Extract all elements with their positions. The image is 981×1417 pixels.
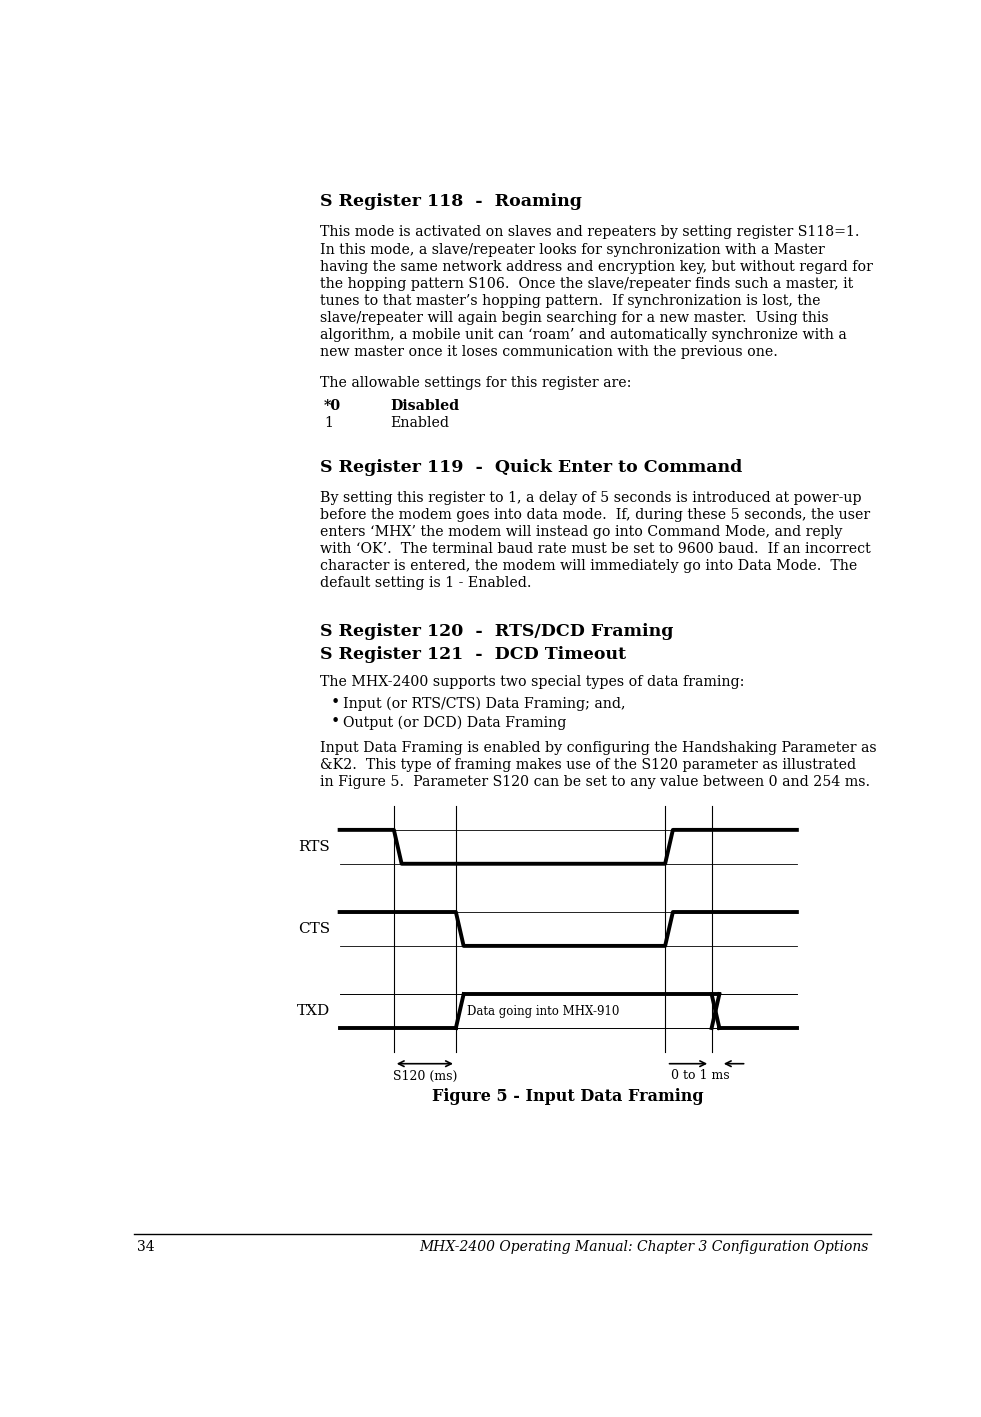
Text: S Register 121  -  DCD Timeout: S Register 121 - DCD Timeout — [320, 646, 627, 663]
Text: S Register 118  -  Roaming: S Register 118 - Roaming — [320, 193, 582, 210]
Text: new master once it loses communication with the previous one.: new master once it loses communication w… — [320, 346, 778, 359]
Text: character is entered, the modem will immediately go into Data Mode.  The: character is entered, the modem will imm… — [320, 560, 857, 574]
Text: The MHX-2400 supports two special types of data framing:: The MHX-2400 supports two special types … — [320, 674, 745, 689]
Text: Enabled: Enabled — [390, 417, 449, 431]
Text: Disabled: Disabled — [390, 400, 459, 414]
Text: MHX-2400 Operating Manual: Chapter 3 Configuration Options: MHX-2400 Operating Manual: Chapter 3 Con… — [420, 1240, 869, 1254]
Text: CTS: CTS — [298, 922, 331, 937]
Text: TXD: TXD — [297, 1005, 331, 1017]
Text: having the same network address and encryption key, but without regard for: having the same network address and encr… — [320, 259, 873, 273]
Text: •: • — [331, 713, 339, 730]
Text: 34: 34 — [136, 1240, 154, 1254]
Text: Data going into MHX-910: Data going into MHX-910 — [468, 1005, 620, 1019]
Text: This mode is activated on slaves and repeaters by setting register S118=1.: This mode is activated on slaves and rep… — [320, 225, 859, 239]
Text: the hopping pattern S106.  Once the slave/repeater finds such a master, it: the hopping pattern S106. Once the slave… — [320, 276, 853, 290]
Text: 0 to 1 ms: 0 to 1 ms — [671, 1068, 730, 1083]
Text: By setting this register to 1, a delay of 5 seconds is introduced at power-up: By setting this register to 1, a delay o… — [320, 490, 862, 504]
Text: algorithm, a mobile unit can ‘roam’ and automatically synchronize with a: algorithm, a mobile unit can ‘roam’ and … — [320, 329, 847, 341]
Text: enters ‘MHX’ the modem will instead go into Command Mode, and reply: enters ‘MHX’ the modem will instead go i… — [320, 526, 843, 538]
Text: default setting is 1 - Enabled.: default setting is 1 - Enabled. — [320, 577, 532, 591]
Text: in Figure 5.  Parameter S120 can be set to any value between 0 and 254 ms.: in Figure 5. Parameter S120 can be set t… — [320, 775, 870, 789]
Text: with ‘OK’.  The terminal baud rate must be set to 9600 baud.  If an incorrect: with ‘OK’. The terminal baud rate must b… — [320, 543, 871, 557]
Text: RTS: RTS — [298, 840, 331, 854]
Text: S Register 119  -  Quick Enter to Command: S Register 119 - Quick Enter to Command — [320, 459, 743, 476]
Text: Input Data Framing is enabled by configuring the Handshaking Parameter as: Input Data Framing is enabled by configu… — [320, 741, 877, 755]
Text: Figure 5 - Input Data Framing: Figure 5 - Input Data Framing — [433, 1088, 704, 1105]
Text: tunes to that master’s hopping pattern.  If synchronization is lost, the: tunes to that master’s hopping pattern. … — [320, 293, 821, 307]
Text: Output (or DCD) Data Framing: Output (or DCD) Data Framing — [343, 716, 567, 730]
Text: In this mode, a slave/repeater looks for synchronization with a Master: In this mode, a slave/repeater looks for… — [320, 242, 825, 256]
Text: slave/repeater will again begin searching for a new master.  Using this: slave/repeater will again begin searchin… — [320, 310, 829, 324]
Text: &K2.  This type of framing makes use of the S120 parameter as illustrated: &K2. This type of framing makes use of t… — [320, 758, 856, 772]
Text: S Register 120  -  RTS/DCD Framing: S Register 120 - RTS/DCD Framing — [320, 623, 674, 640]
Text: Input (or RTS/CTS) Data Framing; and,: Input (or RTS/CTS) Data Framing; and, — [343, 697, 626, 711]
Text: *0: *0 — [324, 400, 341, 414]
Text: before the modem goes into data mode.  If, during these 5 seconds, the user: before the modem goes into data mode. If… — [320, 509, 870, 521]
Text: The allowable settings for this register are:: The allowable settings for this register… — [320, 376, 632, 390]
Text: 1: 1 — [324, 417, 333, 431]
Text: S120 (ms): S120 (ms) — [392, 1070, 457, 1083]
Text: •: • — [331, 694, 339, 711]
